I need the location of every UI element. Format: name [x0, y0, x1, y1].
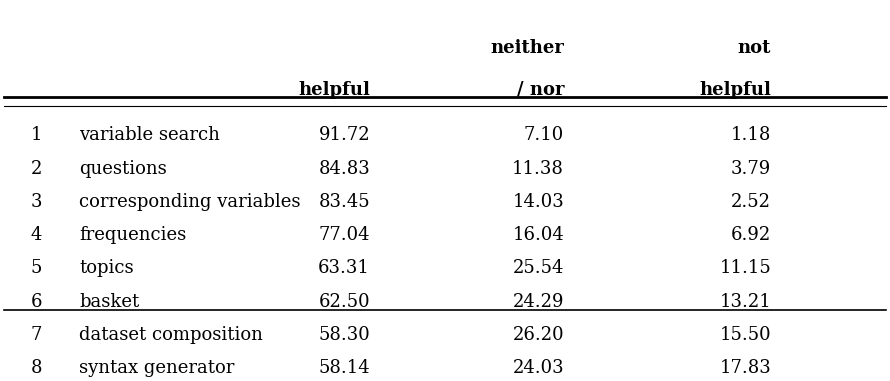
Text: 84.83: 84.83 — [319, 160, 370, 178]
Text: 83.45: 83.45 — [319, 193, 370, 211]
Text: 16.04: 16.04 — [513, 226, 564, 244]
Text: 24.29: 24.29 — [513, 293, 564, 311]
Text: helpful: helpful — [298, 81, 370, 99]
Text: 4: 4 — [30, 226, 42, 244]
Text: 15.50: 15.50 — [720, 326, 772, 344]
Text: / nor: / nor — [516, 81, 564, 99]
Text: questions: questions — [79, 160, 166, 178]
Text: 7.10: 7.10 — [524, 126, 564, 144]
Text: 3: 3 — [30, 193, 42, 211]
Text: helpful: helpful — [700, 81, 772, 99]
Text: 6.92: 6.92 — [731, 226, 772, 244]
Text: 77.04: 77.04 — [319, 226, 370, 244]
Text: 8: 8 — [30, 359, 42, 377]
Text: frequencies: frequencies — [79, 226, 186, 244]
Text: dataset composition: dataset composition — [79, 326, 263, 344]
Text: basket: basket — [79, 293, 140, 311]
Text: 17.83: 17.83 — [719, 359, 772, 377]
Text: 58.14: 58.14 — [319, 359, 370, 377]
Text: syntax generator: syntax generator — [79, 359, 234, 377]
Text: 5: 5 — [30, 259, 42, 277]
Text: 25.54: 25.54 — [513, 259, 564, 277]
Text: 63.31: 63.31 — [319, 259, 370, 277]
Text: topics: topics — [79, 259, 134, 277]
Text: 1: 1 — [30, 126, 42, 144]
Text: 1.18: 1.18 — [731, 126, 772, 144]
Text: neither: neither — [490, 40, 564, 58]
Text: 13.21: 13.21 — [719, 293, 772, 311]
Text: 14.03: 14.03 — [513, 193, 564, 211]
Text: 62.50: 62.50 — [319, 293, 370, 311]
Text: corresponding variables: corresponding variables — [79, 193, 301, 211]
Text: 11.38: 11.38 — [512, 160, 564, 178]
Text: 6: 6 — [30, 293, 42, 311]
Text: 2.52: 2.52 — [732, 193, 772, 211]
Text: not: not — [738, 40, 772, 58]
Text: 26.20: 26.20 — [513, 326, 564, 344]
Text: 91.72: 91.72 — [319, 126, 370, 144]
Text: 7: 7 — [30, 326, 42, 344]
Text: 58.30: 58.30 — [319, 326, 370, 344]
Text: 24.03: 24.03 — [513, 359, 564, 377]
Text: 2: 2 — [30, 160, 42, 178]
Text: 11.15: 11.15 — [719, 259, 772, 277]
Text: variable search: variable search — [79, 126, 220, 144]
Text: 3.79: 3.79 — [731, 160, 772, 178]
